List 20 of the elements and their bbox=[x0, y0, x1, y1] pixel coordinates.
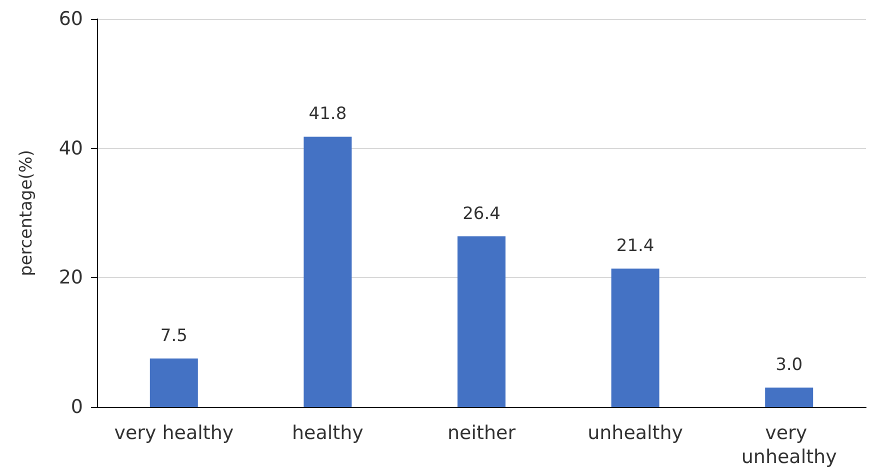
y-axis-title: percentage(%) bbox=[16, 150, 36, 276]
bar bbox=[304, 136, 352, 407]
y-tick-label: 40 bbox=[58, 137, 83, 160]
bar bbox=[458, 236, 506, 407]
data-label: 7.5 bbox=[160, 326, 188, 346]
x-tick-label: very unhealthy bbox=[741, 422, 837, 468]
data-label: 21.4 bbox=[616, 236, 654, 256]
y-tick-label: 20 bbox=[58, 266, 83, 289]
y-tick-label: 0 bbox=[70, 396, 83, 418]
data-label: 26.4 bbox=[462, 204, 500, 224]
y-tick-label: 60 bbox=[58, 8, 83, 30]
x-tick-label: unhealthy bbox=[588, 422, 684, 444]
bar bbox=[765, 388, 814, 407]
data-label: 41.8 bbox=[308, 104, 347, 124]
data-label: 3.0 bbox=[776, 355, 803, 376]
bar bbox=[150, 358, 198, 407]
x-tick-label: very healthy bbox=[114, 422, 234, 444]
bar bbox=[611, 268, 660, 407]
x-tick-label: neither bbox=[447, 422, 516, 444]
x-tick-label: healthy bbox=[292, 422, 364, 444]
